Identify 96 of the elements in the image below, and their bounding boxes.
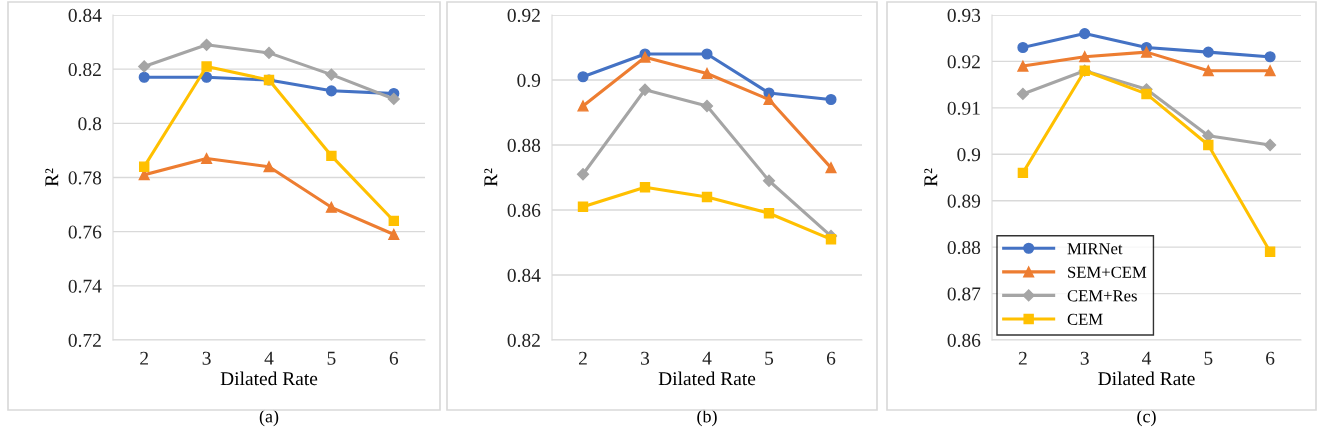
point <box>577 71 589 83</box>
point <box>1202 46 1214 58</box>
point <box>326 150 337 162</box>
x-tick-label: 6 <box>1266 351 1275 365</box>
point <box>388 228 400 240</box>
y-tick-label: 0.82 <box>68 62 101 77</box>
point <box>1202 65 1214 77</box>
point <box>1079 28 1091 40</box>
y-axis-title: R² <box>924 168 938 187</box>
y-tick-label: 0.74 <box>68 279 102 293</box>
x-tick-label: 4 <box>264 351 274 365</box>
legend-label: CEM <box>1067 313 1103 325</box>
legend-label: CEM+Res <box>1067 290 1137 302</box>
point <box>1140 46 1153 58</box>
point <box>763 208 775 219</box>
y-tick-label: 0.78 <box>68 171 102 185</box>
point <box>325 68 338 81</box>
point <box>1079 51 1091 63</box>
x-tick-label: 4 <box>1142 351 1152 365</box>
y-axis-title: R² <box>45 168 59 187</box>
y-axis-title: R² <box>484 168 498 187</box>
point <box>1017 167 1029 179</box>
point <box>138 60 151 73</box>
point <box>701 67 713 80</box>
point <box>138 71 150 83</box>
point <box>1264 65 1276 77</box>
point <box>200 38 213 51</box>
x-tick-label: 5 <box>327 351 336 365</box>
x-tick-label: 3 <box>202 351 211 365</box>
point <box>1264 246 1276 257</box>
y-tick-label: 0.72 <box>68 333 101 348</box>
point <box>1264 51 1276 63</box>
y-tick-label: 0.91 <box>947 101 980 115</box>
x-axis-title: Dilated Rate <box>658 371 756 386</box>
point <box>1264 138 1277 152</box>
y-tick-label: 0.93 <box>947 8 981 23</box>
x-tick-label: 2 <box>140 351 148 365</box>
y-tick-label: 0.84 <box>507 268 541 283</box>
point <box>762 174 776 187</box>
x-tick-label: 3 <box>641 351 650 365</box>
point <box>1017 41 1029 54</box>
y-tick-label: 0.86 <box>507 203 541 218</box>
y-tick-label: 0.82 <box>507 333 540 348</box>
point <box>763 93 775 106</box>
point <box>576 168 590 181</box>
point <box>701 48 713 60</box>
y-tick-label: 0.89 <box>947 194 981 208</box>
point <box>825 234 837 245</box>
y-tick-label: 0.88 <box>507 138 541 153</box>
y-tick-label: 0.86 <box>947 333 981 348</box>
point <box>325 201 337 213</box>
point <box>638 83 652 96</box>
point <box>138 161 150 172</box>
point <box>701 191 713 203</box>
x-tick-label: 2 <box>578 351 587 365</box>
point <box>1016 87 1029 101</box>
point <box>577 201 589 212</box>
y-tick-label: 0.76 <box>68 225 102 239</box>
x-axis-title: Dilated Rate <box>1098 371 1195 386</box>
y-tick-label: 0.8 <box>78 117 102 131</box>
x-tick-label: 5 <box>765 351 774 365</box>
point <box>639 182 651 193</box>
y-tick-label: 0.92 <box>507 8 540 23</box>
point <box>1203 139 1214 151</box>
legend-label: SEM+CEM <box>1068 266 1147 278</box>
point <box>577 100 589 112</box>
text: (c) <box>1137 409 1156 427</box>
x-axis-title: Dilated Rate <box>220 371 318 386</box>
x-tick-label: 6 <box>826 351 836 365</box>
legend-label: MIRNet <box>1067 243 1123 255</box>
y-tick-label: 0.88 <box>947 240 981 255</box>
point <box>201 61 212 72</box>
point <box>262 46 276 60</box>
x-tick-label: 3 <box>1080 351 1089 365</box>
point <box>825 93 837 106</box>
y-tick-label: 0.84 <box>68 8 102 23</box>
x-tick-label: 6 <box>389 351 399 365</box>
y-tick-label: 0.87 <box>947 287 981 301</box>
point <box>1141 88 1152 100</box>
text: (a) <box>259 409 279 427</box>
point <box>201 152 213 165</box>
point <box>201 71 213 83</box>
y-tick-label: 0.92 <box>947 55 980 69</box>
point <box>263 161 275 173</box>
point <box>325 85 337 97</box>
point <box>388 215 400 227</box>
point <box>825 162 837 174</box>
y-tick-label: 0.9 <box>957 148 981 162</box>
x-tick-label: 5 <box>1204 351 1213 365</box>
text: (b) <box>697 409 717 427</box>
x-tick-label: 2 <box>1018 351 1027 365</box>
x-tick-label: 4 <box>702 351 712 365</box>
y-tick-label: 0.9 <box>517 73 541 88</box>
point <box>700 99 714 113</box>
point <box>387 92 400 106</box>
point <box>1017 60 1029 72</box>
